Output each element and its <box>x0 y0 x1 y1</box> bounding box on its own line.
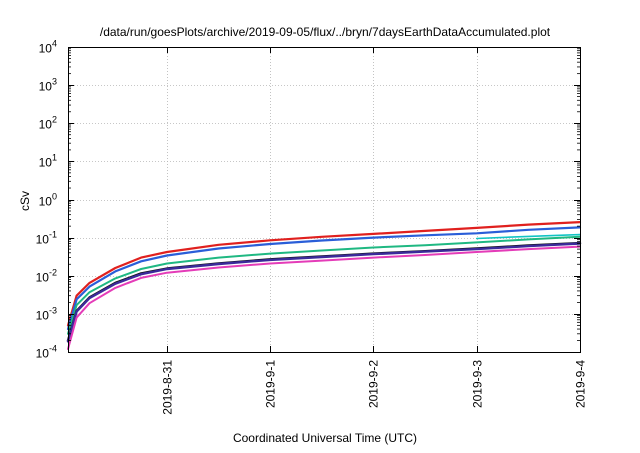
plot-frame <box>68 47 581 353</box>
y-tick-label: 10-3 <box>36 306 57 323</box>
data-series <box>66 221 582 350</box>
series-line <box>67 235 581 335</box>
y-tick-labels: 10-4 10-3 10-2 10-1 100 101 102 103 104 <box>36 39 57 361</box>
y-axis-label: cSv <box>18 191 32 211</box>
grid-lines <box>68 47 580 352</box>
y-tick-label: 10-4 <box>36 344 57 361</box>
x-axis-label: Coordinated Universal Time (UTC) <box>233 431 417 445</box>
axis-ticks <box>68 47 581 353</box>
y-tick-label: 103 <box>39 77 57 94</box>
y-tick-label: 101 <box>39 153 57 170</box>
y-tick-label: 104 <box>39 39 57 56</box>
series-line <box>66 226 582 331</box>
x-tick-labels: 2019-8-31 2019-9-1 2019-9-2 2019-9-3 2019-9-… <box>161 360 588 415</box>
x-tick-label: 2019-8-31 <box>161 360 175 415</box>
series-line <box>66 242 582 343</box>
y-tick-label: 10-2 <box>36 268 57 285</box>
x-tick-label: 2019-9-4 <box>574 360 588 408</box>
y-tick-label: 100 <box>39 192 57 209</box>
x-tick-label: 2019-9-1 <box>264 360 278 408</box>
y-tick-label: 10-1 <box>36 230 57 247</box>
x-tick-label: 2019-9-3 <box>471 360 485 408</box>
series-line <box>66 221 582 327</box>
y-tick-label: 102 <box>39 115 57 132</box>
chart-title: /data/run/goesPlots/archive/2019-09-05/f… <box>100 25 551 39</box>
x-tick-label: 2019-9-2 <box>367 360 381 408</box>
series-line <box>475 233 581 240</box>
series-line <box>67 245 581 350</box>
